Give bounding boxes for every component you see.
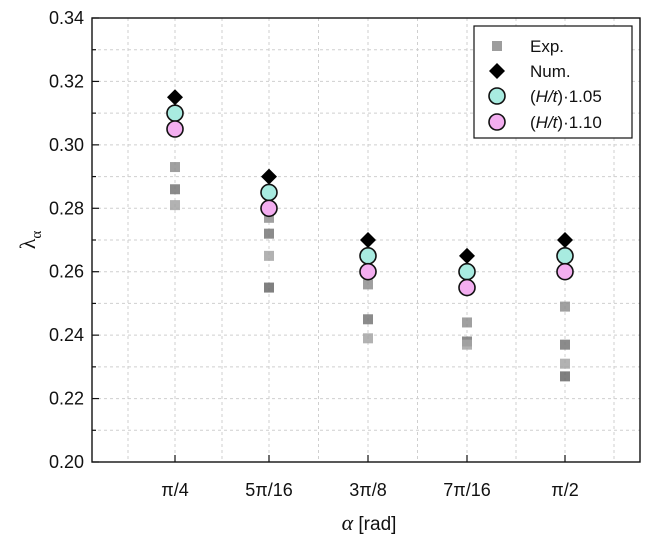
exp-point — [170, 162, 180, 173]
x-tick-label: 7π/16 — [443, 480, 490, 500]
ht-1-10-point — [359, 262, 377, 281]
axis-labels: λα α [rad] — [15, 231, 396, 535]
x-tick-label: π/2 — [551, 480, 578, 500]
exp-point — [462, 317, 472, 328]
exp-point — [363, 333, 373, 344]
ht-1-10-point — [260, 199, 278, 218]
legend-exp-marker — [492, 41, 502, 51]
ht-1-10-point — [166, 120, 184, 138]
x-tick-label: 3π/8 — [349, 480, 386, 500]
legend-label: (H/t)·1.05 — [530, 87, 602, 106]
num-point — [557, 232, 573, 248]
exp-point — [264, 212, 274, 223]
legend-num-marker — [489, 63, 505, 79]
y-tick-label: 0.32 — [49, 71, 84, 91]
legend-label: (H/t)·1.10 — [530, 113, 602, 132]
y-tick-label: 0.22 — [49, 389, 84, 409]
legend-label: Num. — [530, 62, 571, 81]
num-point — [360, 232, 376, 248]
y-tick-label: 0.26 — [49, 262, 84, 282]
ht-1-10-point — [556, 262, 574, 281]
ht-1-05-point — [556, 247, 574, 265]
exp-point — [363, 279, 373, 290]
num-point — [459, 247, 475, 264]
num-point — [167, 89, 183, 106]
legend: Exp. Num. (H/t)·1.05 (H/t)·1.10 — [473, 25, 633, 139]
y-tick-label: 0.24 — [49, 325, 84, 345]
exp-point — [264, 282, 274, 293]
y-tick-label: 0.34 — [49, 8, 84, 28]
ht-1-05-point — [359, 247, 377, 265]
exp-point — [462, 339, 472, 350]
ht-1-10-point — [458, 278, 476, 297]
legend-ht-1-10-marker — [488, 113, 506, 131]
y-tick-label: 0.20 — [49, 452, 84, 472]
ht-1-05-point — [166, 104, 184, 122]
exp-point — [264, 228, 274, 239]
ht-1-05-point — [458, 262, 476, 281]
y-axis-label: λα — [15, 231, 45, 250]
legend-ht-1-05-marker — [488, 87, 506, 105]
legend-label: Exp. — [530, 37, 564, 56]
exp-point — [170, 200, 180, 211]
x-tick-label: 5π/16 — [245, 480, 292, 500]
exp-point — [560, 301, 570, 312]
exp-point — [560, 358, 570, 369]
x-axis-label: α [rad] — [342, 510, 397, 535]
exp-point — [560, 339, 570, 350]
num-point — [261, 168, 277, 185]
ht-1-05-point — [260, 183, 278, 202]
axis-layer: 0.20 0.22 0.24 0.26 0.28 0.30 0.32 0.34 π/4 5π/16… — [49, 8, 641, 500]
exp-point — [264, 250, 274, 261]
exp-point — [170, 184, 180, 195]
data-layer — [166, 89, 574, 382]
y-tick-label: 0.28 — [49, 198, 84, 218]
y-tick-label: 0.30 — [49, 135, 84, 155]
exp-point — [363, 314, 373, 325]
x-tick-label: π/4 — [161, 480, 188, 500]
exp-point — [560, 371, 570, 382]
